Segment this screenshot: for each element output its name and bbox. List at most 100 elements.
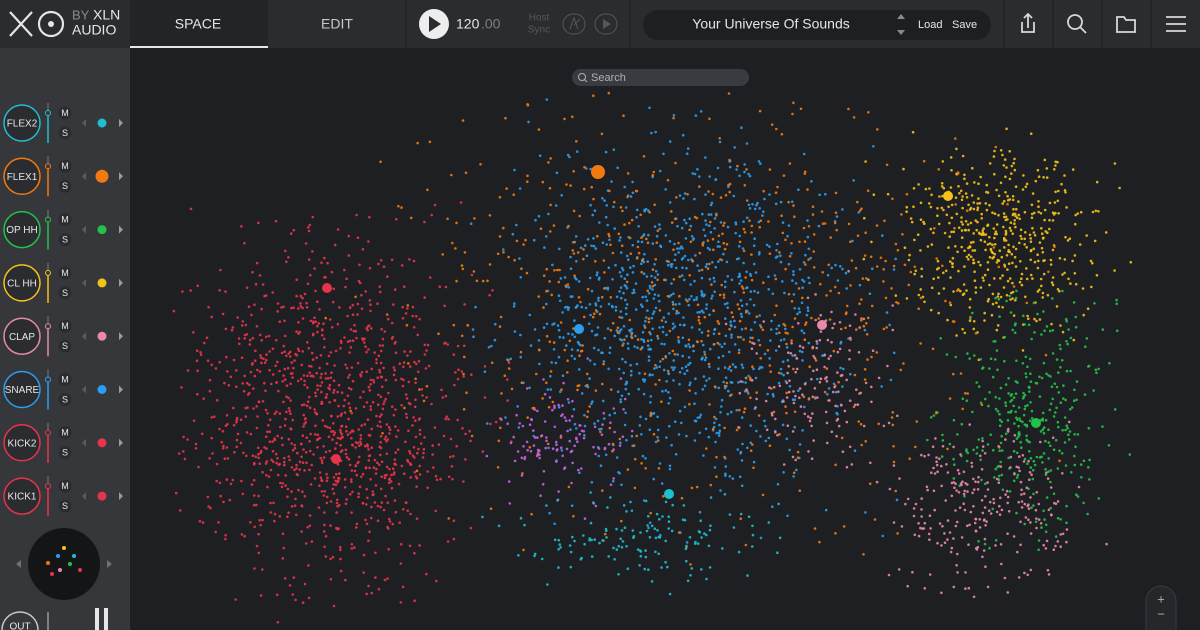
solo-button[interactable] <box>58 286 72 300</box>
prev-arrow[interactable] <box>82 172 86 181</box>
selected-sound[interactable] <box>574 324 584 334</box>
track-slider-handle[interactable] <box>45 269 51 276</box>
search-icon[interactable] <box>1067 14 1083 30</box>
mute-button[interactable] <box>58 106 72 120</box>
sound-dot <box>611 305 614 309</box>
sound-dot <box>771 392 775 396</box>
solo-button[interactable] <box>58 233 72 247</box>
sound-dot <box>877 422 880 426</box>
next-arrow[interactable] <box>119 225 123 234</box>
prev-arrow[interactable] <box>82 385 86 394</box>
output-knob[interactable] <box>1 611 39 630</box>
sound-dot <box>775 249 778 252</box>
mute-button[interactable] <box>58 266 72 280</box>
selected-sound[interactable] <box>664 489 674 499</box>
prev-arrow[interactable] <box>82 438 86 447</box>
preset-box[interactable] <box>643 10 991 40</box>
track-knob[interactable] <box>3 210 41 249</box>
next-arrow[interactable] <box>119 119 123 127</box>
solo-button[interactable] <box>58 499 72 513</box>
track-knob[interactable] <box>3 157 41 196</box>
solo-button[interactable] <box>58 339 72 353</box>
track-slider-handle[interactable] <box>45 323 51 330</box>
mute-button[interactable] <box>58 373 72 386</box>
solo-button[interactable] <box>58 179 72 193</box>
sound-dot <box>1061 273 1064 276</box>
folder-icon[interactable] <box>1116 16 1136 33</box>
sound-dot <box>1017 576 1021 579</box>
sound-dot <box>688 389 691 392</box>
save-button[interactable]: Save <box>952 19 977 31</box>
next-arrow[interactable] <box>119 492 123 501</box>
sound-dot <box>507 255 510 259</box>
sound-dot <box>1060 452 1064 455</box>
sound-dot <box>252 478 256 482</box>
prev-arrow[interactable] <box>82 119 86 127</box>
preview-button[interactable] <box>594 13 618 35</box>
track-knob[interactable] <box>3 104 41 142</box>
next-arrow[interactable] <box>119 172 123 181</box>
load-button[interactable]: Load <box>918 19 942 31</box>
track-knob[interactable] <box>3 370 41 409</box>
sound-dot <box>837 291 841 295</box>
preset-arrows[interactable] <box>897 14 905 35</box>
metronome-button[interactable] <box>562 13 586 35</box>
search-box[interactable] <box>572 69 749 86</box>
selected-sound[interactable] <box>591 165 605 179</box>
prev-arrow[interactable] <box>82 492 86 501</box>
menu-icon[interactable] <box>1166 16 1186 32</box>
zoom-in[interactable]: + <box>1157 591 1165 606</box>
mute-button[interactable] <box>58 426 72 440</box>
sound-dot <box>769 370 772 374</box>
zoom-out[interactable]: − <box>1157 606 1165 621</box>
selected-sound[interactable] <box>322 283 332 293</box>
next-arrow[interactable] <box>119 385 123 394</box>
export-icon[interactable] <box>1021 12 1035 33</box>
track-slider-handle[interactable] <box>45 163 51 170</box>
tab[interactable]: SPACE <box>175 16 221 32</box>
next-arrow[interactable] <box>119 332 123 341</box>
sound-dot <box>339 548 342 552</box>
sound-dot <box>687 363 690 367</box>
tempo[interactable]: 120 <box>456 16 480 32</box>
next-arrow[interactable] <box>119 438 123 447</box>
tab-active[interactable] <box>130 0 268 48</box>
prev-arrow[interactable] <box>82 332 86 341</box>
sound-dot <box>1003 236 1006 240</box>
sound-dot <box>744 376 748 380</box>
sound-dot <box>755 315 759 319</box>
mute-button[interactable] <box>58 159 72 173</box>
tab[interactable]: EDIT <box>321 16 353 32</box>
track-knob[interactable] <box>3 317 41 355</box>
solo-button[interactable] <box>58 126 72 140</box>
mini-map[interactable] <box>28 528 100 600</box>
selected-sound[interactable] <box>817 320 827 330</box>
sound-dot <box>199 353 203 357</box>
mute-button[interactable] <box>58 479 72 493</box>
track-knob[interactable] <box>3 264 41 302</box>
track-knob[interactable] <box>3 424 41 462</box>
track-knob[interactable] <box>3 477 41 515</box>
selected-sound[interactable] <box>1031 418 1041 428</box>
sound-dot <box>700 292 704 295</box>
track-slider-handle[interactable] <box>45 110 51 116</box>
next-arrow[interactable] <box>119 278 123 287</box>
sound-dot <box>1029 240 1033 243</box>
sound-space[interactable] <box>172 91 1133 624</box>
selected-sound[interactable] <box>331 454 341 464</box>
prev-arrow[interactable] <box>82 225 86 234</box>
sound-dot <box>709 230 713 234</box>
mute-button[interactable] <box>58 213 72 227</box>
track-slider-handle[interactable] <box>45 376 51 383</box>
selected-sound[interactable] <box>943 191 953 201</box>
mute-button[interactable] <box>58 319 72 333</box>
solo-button[interactable] <box>58 393 72 406</box>
prev-arrow[interactable] <box>82 278 86 287</box>
sound-dot <box>698 269 701 273</box>
track-slider-handle[interactable] <box>45 483 51 490</box>
track-slider-handle[interactable] <box>45 216 51 223</box>
solo-button[interactable] <box>58 446 72 460</box>
track-slider-handle[interactable] <box>45 429 51 436</box>
sound-dot <box>809 416 812 420</box>
sound-dot <box>290 490 293 493</box>
